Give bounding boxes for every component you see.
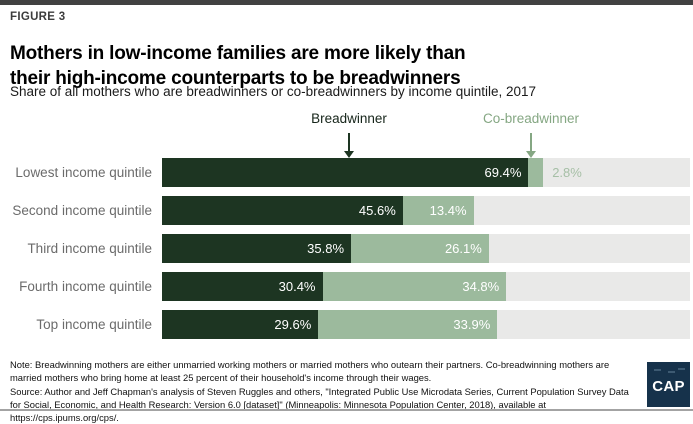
breadwinner-value: 29.6% bbox=[274, 317, 312, 332]
breadwinner-bar: 69.4% bbox=[162, 158, 529, 187]
bar-track: 45.6% 13.4% bbox=[162, 196, 690, 225]
breadwinner-bar: 45.6% bbox=[162, 196, 403, 225]
breadwinner-value: 35.8% bbox=[307, 241, 345, 256]
top-rule bbox=[0, 0, 693, 5]
cobreadwinner-bar: 33.9% bbox=[318, 310, 498, 339]
category-label: Fourth income quintile bbox=[19, 279, 152, 294]
cap-logo: CAP bbox=[647, 362, 690, 407]
breadwinner-bar: 35.8% bbox=[162, 234, 352, 263]
chart-row: Fourth income quintile 30.4% 34.8% bbox=[0, 272, 690, 301]
title-line-2: their high-income counterparts to be bre… bbox=[10, 67, 461, 89]
cobreadwinner-bar: 34.8% bbox=[322, 272, 507, 301]
legend-breadwinner-label: Breadwinner bbox=[311, 111, 387, 126]
cobreadwinner-bar: 13.4% bbox=[402, 196, 474, 225]
source-text: Source: Author and Jeff Chapman's analys… bbox=[10, 386, 629, 423]
note-text: Note: Breadwinning mothers are either un… bbox=[10, 359, 610, 383]
bar-track: 29.6% 33.9% bbox=[162, 310, 690, 339]
cobreadwinner-arrow-icon bbox=[530, 133, 532, 151]
breadwinner-value: 45.6% bbox=[358, 203, 396, 218]
cobreadwinner-value: 34.8% bbox=[462, 279, 500, 294]
breadwinner-bar: 30.4% bbox=[162, 272, 323, 301]
legend-cobreadwinner-label: Co-breadwinner bbox=[482, 111, 580, 126]
figure-label: FIGURE 3 bbox=[10, 11, 66, 23]
chart-row: Third income quintile 35.8% 26.1% bbox=[0, 234, 690, 263]
stacked-bar-chart: Lowest income quintile 69.4% 2.8% Second in… bbox=[0, 158, 690, 348]
category-label: Top income quintile bbox=[36, 317, 152, 332]
cobreadwinner-bar: 26.1% bbox=[351, 234, 489, 263]
chart-subtitle: Share of all mothers who are breadwinner… bbox=[10, 84, 537, 99]
page-title: Mothers in low-income families are more … bbox=[10, 41, 466, 91]
category-label: Third income quintile bbox=[27, 241, 152, 256]
cobreadwinner-value: 2.8% bbox=[552, 165, 582, 180]
breadwinner-value: 69.4% bbox=[484, 165, 522, 180]
cobreadwinner-value: 13.4% bbox=[429, 203, 467, 218]
bar-track: 69.4% 2.8% bbox=[162, 158, 690, 187]
bar-track: 35.8% 26.1% bbox=[162, 234, 690, 263]
bar-track: 30.4% 34.8% bbox=[162, 272, 690, 301]
category-label: Lowest income quintile bbox=[15, 165, 152, 180]
cobreadwinner-bar bbox=[528, 158, 544, 187]
cap-logo-text: CAP bbox=[652, 377, 685, 395]
title-line-1: Mothers in low-income families are more … bbox=[10, 42, 466, 64]
breadwinner-bar: 29.6% bbox=[162, 310, 319, 339]
chart-row: Top income quintile 29.6% 33.9% bbox=[0, 310, 690, 339]
cobreadwinner-value: 33.9% bbox=[453, 317, 491, 332]
cobreadwinner-value: 26.1% bbox=[444, 241, 482, 256]
chart-row: Second income quintile 45.6% 13.4% bbox=[0, 196, 690, 225]
breadwinner-value: 30.4% bbox=[278, 279, 316, 294]
bottom-rule bbox=[0, 409, 693, 411]
category-label: Second income quintile bbox=[12, 203, 152, 218]
breadwinner-arrow-icon bbox=[348, 133, 350, 151]
chart-row: Lowest income quintile 69.4% 2.8% bbox=[0, 158, 690, 187]
